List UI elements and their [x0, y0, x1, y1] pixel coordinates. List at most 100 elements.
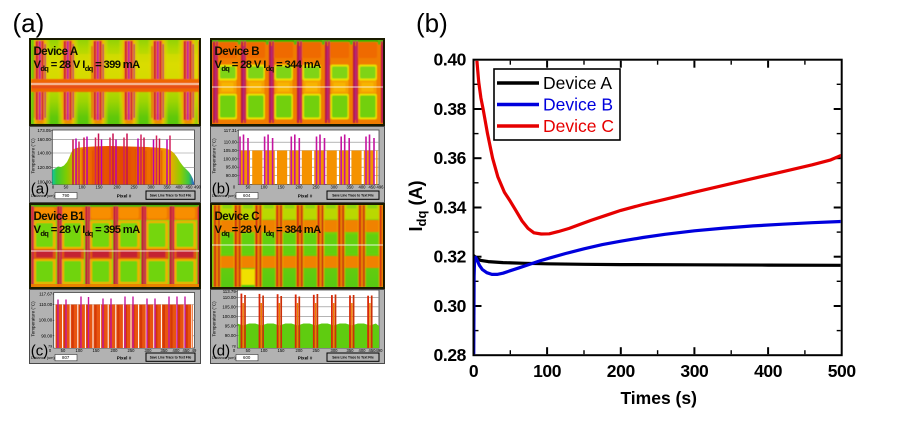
svg-text:Distance (um): Distance (um) [212, 194, 236, 198]
svg-text:110.00: 110.00 [39, 302, 53, 307]
svg-text:Device B: Device B [215, 46, 260, 58]
svg-text:0: 0 [233, 185, 236, 190]
svg-text:105.00: 105.00 [223, 148, 237, 153]
svg-text:490: 490 [376, 348, 384, 353]
svg-text:300: 300 [145, 348, 153, 353]
svg-text:250: 250 [313, 185, 321, 190]
svg-text:100: 100 [261, 185, 269, 190]
svg-text:90.00: 90.00 [226, 173, 238, 178]
svg-text:50: 50 [246, 348, 251, 353]
svg-text:0: 0 [469, 361, 479, 381]
svg-text:200: 200 [114, 185, 122, 190]
svg-text:Save Line Trace to Text File: Save Line Trace to Text File [150, 355, 192, 359]
svg-text:Distance (um): Distance (um) [212, 356, 236, 360]
svg-text:Vdq = 28 V Idq = 344 mA: Vdq = 28 V Idq = 344 mA [215, 59, 322, 73]
svg-text:0.28: 0.28 [434, 345, 467, 365]
svg-text:173.05: 173.05 [37, 128, 51, 133]
svg-text:350: 350 [347, 185, 355, 190]
svg-text:Pixel #: Pixel # [298, 193, 313, 198]
svg-text:Device C: Device C [543, 116, 614, 136]
svg-text:Temperature (°C): Temperature (°C) [212, 301, 217, 337]
svg-text:100: 100 [261, 348, 269, 353]
svg-text:600: 600 [243, 355, 251, 360]
svg-text:Device B1: Device B1 [34, 211, 86, 223]
svg-text:113.79: 113.79 [223, 289, 237, 294]
svg-text:150: 150 [278, 348, 286, 353]
svg-text:Temperature (°C): Temperature (°C) [31, 301, 36, 337]
svg-text:300: 300 [331, 348, 339, 353]
svg-text:0.38: 0.38 [434, 99, 467, 119]
svg-text:117.67: 117.67 [39, 292, 53, 297]
svg-text:Save Line Trace to Text File: Save Line Trace to Text File [150, 193, 192, 197]
svg-text:250: 250 [131, 185, 139, 190]
svg-text:490: 490 [194, 185, 201, 190]
svg-text:Distance (um): Distance (um) [31, 194, 55, 198]
svg-text:110.00: 110.00 [224, 140, 238, 145]
svg-text:Save Line Trace to Text File: Save Line Trace to Text File [332, 193, 374, 197]
svg-text:250: 250 [128, 348, 136, 353]
svg-text:100.00: 100.00 [37, 180, 51, 185]
svg-text:200: 200 [296, 348, 304, 353]
svg-text:500: 500 [828, 361, 857, 381]
svg-text:400: 400 [359, 348, 367, 353]
svg-text:140.00: 140.00 [37, 151, 51, 156]
svg-text:Distance (um): Distance (um) [31, 356, 55, 360]
svg-text:300: 300 [680, 361, 709, 381]
svg-text:95.00: 95.00 [226, 165, 238, 170]
svg-text:Pixel #: Pixel # [117, 355, 132, 360]
svg-text:Temperature (°C): Temperature (°C) [212, 138, 217, 174]
svg-text:0.40: 0.40 [434, 50, 467, 70]
svg-text:400: 400 [176, 185, 184, 190]
svg-text:0.32: 0.32 [434, 247, 467, 267]
svg-text:Device B: Device B [543, 95, 613, 115]
svg-text:250: 250 [313, 348, 321, 353]
svg-text:(c): (c) [31, 343, 49, 360]
svg-text:200: 200 [607, 361, 636, 381]
svg-text:120.00: 120.00 [37, 165, 51, 170]
svg-text:200: 200 [296, 185, 304, 190]
svg-text:0: 0 [233, 348, 236, 353]
svg-text:150: 150 [278, 185, 286, 190]
svg-text:100.00: 100.00 [223, 156, 237, 161]
svg-text:(d): (d) [212, 343, 230, 360]
svg-text:Device A: Device A [34, 46, 78, 58]
svg-text:807: 807 [62, 355, 70, 360]
svg-text:49: 49 [192, 348, 197, 353]
svg-text:Times (s): Times (s) [620, 388, 697, 408]
svg-text:Pixel #: Pixel # [117, 193, 132, 198]
svg-text:450: 450 [369, 185, 377, 190]
svg-text:Vdq = 28 V Idq = 395 mA: Vdq = 28 V Idq = 395 mA [34, 224, 141, 238]
svg-text:0.30: 0.30 [434, 296, 467, 316]
svg-text:400: 400 [754, 361, 783, 381]
svg-text:790: 790 [62, 193, 70, 198]
svg-text:150: 150 [96, 185, 104, 190]
svg-text:160.00: 160.00 [37, 137, 51, 142]
svg-text:100.00: 100.00 [222, 314, 236, 319]
svg-text:450: 450 [183, 348, 191, 353]
svg-text:400: 400 [173, 348, 181, 353]
svg-text:350: 350 [164, 185, 172, 190]
svg-text:Save Line Trace to Text File: Save Line Trace to Text File [332, 355, 374, 359]
svg-text:95.00: 95.00 [225, 323, 237, 328]
svg-text:350: 350 [161, 348, 169, 353]
svg-text:Idq (A): Idq (A) [406, 181, 429, 232]
svg-text:0.36: 0.36 [434, 148, 467, 168]
svg-text:300: 300 [148, 185, 156, 190]
svg-text:117.31: 117.31 [224, 128, 238, 133]
svg-text:200: 200 [111, 348, 119, 353]
svg-text:150: 150 [93, 348, 101, 353]
svg-text:450: 450 [186, 185, 194, 190]
svg-text:Vdq = 28 V Idq = 384 mA: Vdq = 28 V Idq = 384 mA [215, 224, 322, 238]
svg-text:400: 400 [359, 185, 367, 190]
svg-text:100: 100 [76, 348, 84, 353]
svg-text:78: 78 [232, 345, 236, 349]
svg-text:300: 300 [331, 185, 339, 190]
svg-text:450: 450 [369, 348, 377, 353]
svg-text:0: 0 [52, 185, 55, 190]
svg-text:(a): (a) [31, 181, 49, 198]
svg-text:604: 604 [243, 193, 251, 198]
svg-text:105.00: 105.00 [222, 304, 236, 309]
svg-text:Pixel #: Pixel # [298, 355, 313, 360]
svg-text:100.00: 100.00 [39, 318, 53, 323]
svg-text:350: 350 [347, 348, 355, 353]
